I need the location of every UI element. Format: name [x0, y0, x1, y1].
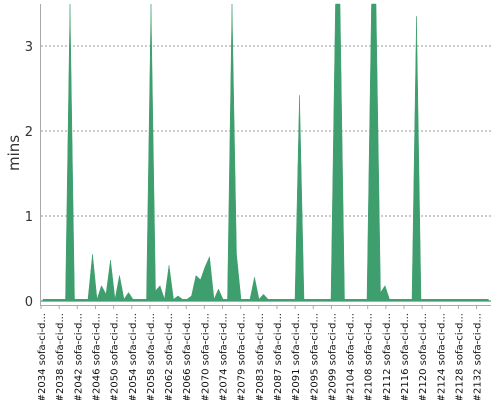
x-tick-label: #2116 sofa-ci-d... — [400, 313, 411, 400]
y-tick-labels: 0 1 2 3 — [25, 40, 33, 310]
x-tick-label: #2034 sofa-ci-d... — [37, 313, 48, 400]
y-tick-label-3: 3 — [25, 40, 33, 55]
x-tick-label: #2124 sofa-ci-d... — [436, 313, 447, 400]
axis-layer — [40, 4, 491, 306]
x-tick-label: #2104 sofa-ci-d... — [346, 313, 357, 400]
x-tick-label: #2087 sofa-ci-d... — [273, 313, 284, 400]
x-tick-label: #2120 sofa-ci-d... — [418, 313, 429, 400]
series-area — [42, 3, 489, 302]
x-tick-label: #2132 sofa-ci-d... — [473, 313, 484, 400]
x-tick-label: #2112 sofa-ci-d... — [382, 313, 393, 400]
grid-layer — [41, 45, 491, 217]
y-tick-label-1: 1 — [25, 210, 33, 225]
y-tick-label-2: 2 — [25, 125, 33, 140]
x-tick-label: #2091 sofa-ci-d... — [291, 313, 302, 400]
area-layer — [41, 3, 491, 302]
x-tick-label: #2079 sofa-ci-d... — [237, 313, 248, 400]
x-tick-label: #2066 sofa-ci-d... — [182, 313, 193, 400]
y-axis-label: mins — [5, 135, 23, 171]
y-tick-label-0: 0 — [25, 295, 33, 310]
x-tick-label: #2108 sofa-ci-d... — [364, 313, 375, 400]
x-tick-label: #2095 sofa-ci-d... — [309, 313, 320, 400]
x-tick-label: #2083 sofa-ci-d... — [255, 313, 266, 400]
x-tick-label: #2054 sofa-ci-d... — [128, 313, 139, 400]
x-tick-label: #2074 sofa-ci-d... — [219, 313, 230, 400]
x-tick-label: #2128 sofa-ci-d... — [454, 313, 465, 400]
x-tick-label: #2099 sofa-ci-d... — [327, 313, 338, 400]
x-tick-label: #2038 sofa-ci-d... — [55, 313, 66, 400]
x-tick-label: #2062 sofa-ci-d... — [164, 313, 175, 400]
x-tick-label: #2070 sofa-ci-d... — [200, 313, 211, 400]
x-tick-label: #2046 sofa-ci-d... — [91, 313, 102, 400]
x-tick-label: #2050 sofa-ci-d... — [110, 313, 121, 400]
x-tick-label: #2058 sofa-ci-d... — [146, 313, 157, 400]
x-tick-labels: #2034 sofa-ci-d... #2038 sofa-ci-d... #204… — [37, 305, 484, 400]
x-tick-label: #2042 sofa-ci-d... — [73, 313, 84, 400]
